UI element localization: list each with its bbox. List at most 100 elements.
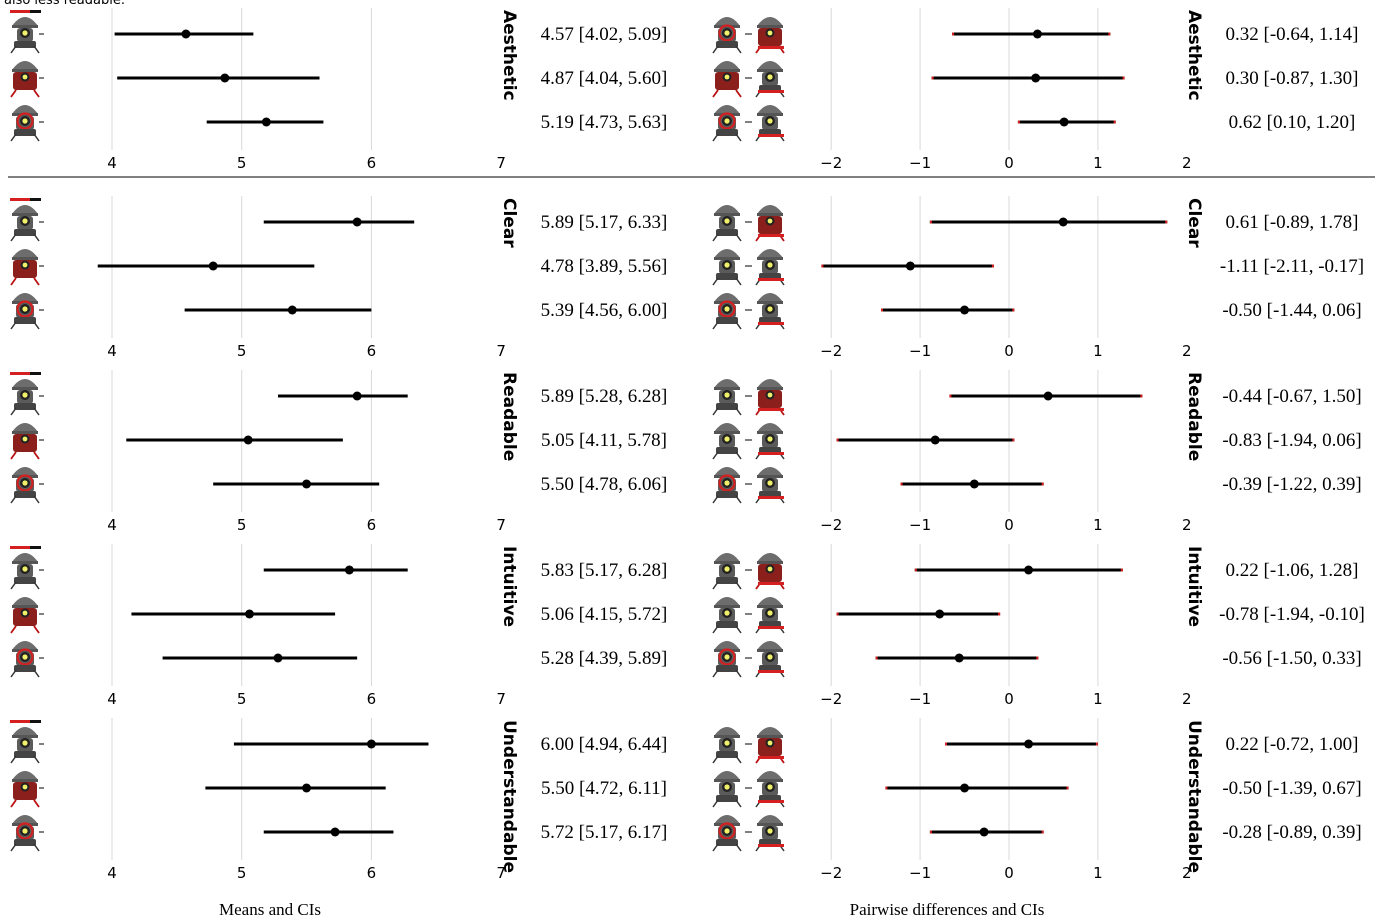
- panel-title: Readable: [1184, 372, 1204, 461]
- highlight-bar: [758, 90, 784, 93]
- highlight-bar: [30, 198, 41, 201]
- highlight-bar: [758, 800, 784, 803]
- means-tick-label: 4: [107, 864, 117, 882]
- highlight-bar: [758, 496, 784, 499]
- mean-point: [181, 29, 191, 39]
- robot-icon: [712, 378, 742, 416]
- mean-label: 5.89 [5.17, 6.33]: [541, 212, 668, 233]
- left-axis-title: Means and CIs: [219, 900, 321, 919]
- highlight-bar: [10, 10, 30, 13]
- mean-label: 4.78 [3.89, 5.56]: [541, 256, 668, 277]
- mean-label: 5.72 [5.17, 6.17]: [541, 822, 668, 843]
- mean-point: [302, 479, 312, 489]
- robot-icon: [10, 596, 40, 634]
- means-tick-label: 7: [496, 154, 506, 172]
- diff-point: [935, 609, 945, 619]
- diff-tick-label: −1: [909, 864, 931, 882]
- diff-label: 0.22 [-0.72, 1.00]: [1226, 734, 1359, 755]
- mean-label: 5.05 [4.11, 5.78]: [541, 430, 667, 451]
- diff-label: -0.39 [-1.22, 0.39]: [1222, 474, 1361, 495]
- diff-tick-label: −1: [909, 342, 931, 360]
- highlight-bar: [10, 372, 30, 375]
- diff-point: [954, 653, 964, 663]
- diff-tick-label: 2: [1182, 690, 1192, 708]
- highlight-bar: [758, 46, 784, 49]
- panel-title: Understandable: [1184, 720, 1204, 873]
- panel-title: Aesthetic: [499, 10, 519, 101]
- mean-label: 5.28 [4.39, 5.89]: [541, 648, 668, 669]
- diff-label: -0.78 [-1.94, -0.10]: [1219, 604, 1365, 625]
- highlight-bar: [10, 720, 30, 723]
- robot-icon: [712, 726, 742, 764]
- robot-icon: [712, 204, 742, 242]
- diff-label: -0.44 [-0.67, 1.50]: [1222, 386, 1361, 407]
- diff-point: [1024, 739, 1034, 749]
- diff-point: [1058, 217, 1068, 227]
- robot-icon: [712, 770, 742, 808]
- diff-tick-label: 2: [1182, 154, 1192, 172]
- mean-label: 5.89 [5.28, 6.28]: [541, 386, 668, 407]
- robot-icon: [10, 770, 40, 808]
- robot-icon: [10, 16, 40, 54]
- panel-aesthetic: 4 5 6 7 −2 −1 0 1 2 4.57 [4.02, 5.09] 4.87 [4.04, …: [9, 8, 1358, 172]
- highlight-bar: [758, 452, 784, 455]
- panel-title: Readable: [499, 372, 519, 461]
- robot-icon: [711, 291, 743, 331]
- panel-readable: 4 5 6 7 −2 −1 0 1 2 5.89 [5.28, 6.28] 5.05 [4.11, …: [9, 370, 1362, 534]
- diff-point: [930, 435, 940, 445]
- means-tick-label: 6: [367, 154, 377, 172]
- mean-point: [244, 609, 254, 619]
- highlight-bar: [30, 10, 41, 13]
- diff-tick-label: −2: [820, 864, 842, 882]
- highlight-bar: [758, 134, 784, 137]
- mean-label: 4.57 [4.02, 5.09]: [541, 24, 668, 45]
- robot-icon: [9, 103, 41, 143]
- robot-icon: [10, 378, 40, 416]
- highlight-bar: [758, 844, 784, 847]
- panel-title: Aesthetic: [1184, 10, 1204, 101]
- panel-clear: 4 5 6 7 −2 −1 0 1 2 5.89 [5.17, 6.33] 4.78 [3.89, …: [9, 196, 1364, 360]
- diff-tick-label: 1: [1093, 154, 1103, 172]
- means-tick-label: 4: [107, 342, 117, 360]
- robot-icon: [10, 422, 40, 460]
- diff-tick-label: 0: [1004, 864, 1014, 882]
- robot-icon: [712, 552, 742, 590]
- mean-point: [273, 653, 283, 663]
- means-tick-label: 7: [496, 864, 506, 882]
- diff-point: [1032, 29, 1042, 39]
- robot-icon: [711, 465, 743, 505]
- diff-tick-label: −1: [909, 154, 931, 172]
- caption-fragment: also less readable.: [4, 0, 125, 8]
- means-tick-label: 4: [107, 516, 117, 534]
- panel-title: Understandable: [499, 720, 519, 873]
- robot-icon: [10, 552, 40, 590]
- diff-point: [1024, 565, 1034, 575]
- mean-point: [208, 261, 218, 271]
- means-tick-label: 7: [496, 516, 506, 534]
- means-tick-label: 5: [237, 690, 247, 708]
- diff-tick-label: 1: [1093, 516, 1103, 534]
- means-tick-label: 4: [107, 690, 117, 708]
- highlight-bar: [758, 408, 784, 411]
- panel-title: Clear: [1184, 198, 1204, 248]
- mean-point: [287, 305, 297, 315]
- diff-label: -0.56 [-1.50, 0.33]: [1222, 648, 1361, 669]
- diff-label: -1.11 [-2.11, -0.17]: [1220, 256, 1364, 277]
- panel-title: Clear: [499, 198, 519, 248]
- diff-point: [979, 827, 989, 837]
- means-tick-label: 7: [496, 342, 506, 360]
- diff-tick-label: −2: [820, 154, 842, 172]
- right-axis-title: Pairwise differences and CIs: [850, 900, 1045, 919]
- robot-icon: [711, 813, 743, 853]
- means-tick-label: 5: [237, 516, 247, 534]
- mean-point: [220, 73, 230, 83]
- diff-tick-label: −1: [909, 690, 931, 708]
- diff-tick-label: −2: [820, 342, 842, 360]
- mean-label: 5.19 [4.73, 5.63]: [541, 112, 668, 133]
- panel-title: Intuitive: [1184, 546, 1204, 627]
- means-tick-label: 6: [367, 342, 377, 360]
- diff-tick-label: 1: [1093, 864, 1103, 882]
- diff-tick-label: 1: [1093, 342, 1103, 360]
- highlight-bar: [30, 372, 41, 375]
